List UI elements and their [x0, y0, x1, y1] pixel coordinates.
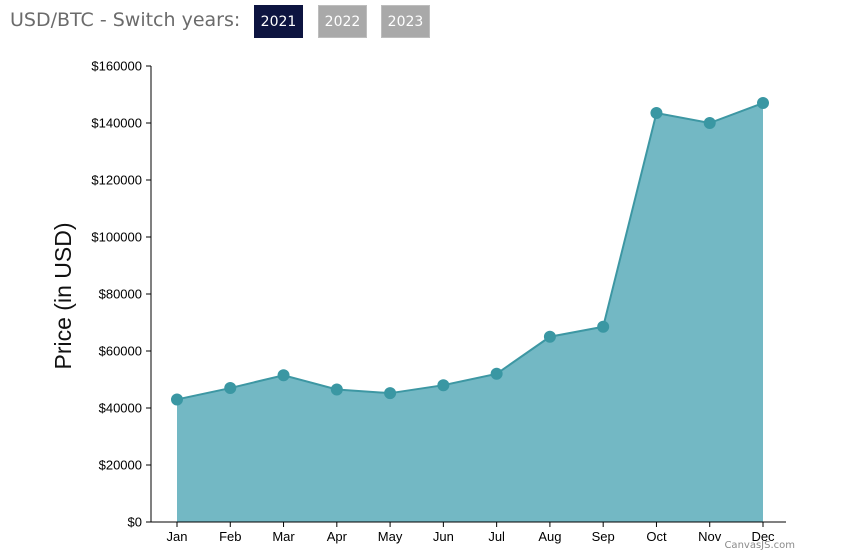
data-point	[490, 367, 503, 380]
switch-years-label: USD/BTC - Switch years:	[10, 9, 241, 31]
x-tick-label: May	[378, 529, 403, 544]
year-button-2023[interactable]: 2023	[381, 5, 430, 38]
data-point	[171, 393, 183, 406]
data-point	[543, 330, 556, 343]
data-point	[224, 382, 237, 395]
y-tick-label: $40000	[99, 401, 142, 416]
data-point	[437, 379, 450, 392]
y-tick-label: $80000	[99, 287, 142, 302]
y-tick-label: $100000	[91, 230, 142, 245]
canvasjs-credit[interactable]: CanvasJS.com	[724, 540, 795, 551]
x-tick-label: Aug	[538, 529, 561, 544]
year-switch-bar: USD/BTC - Switch years: 2021 2022 2023	[0, 0, 842, 44]
area-fill	[177, 103, 763, 523]
data-point	[384, 387, 397, 400]
x-tick-label: Jan	[167, 529, 188, 544]
y-axis-title: Price (in USD)	[50, 223, 76, 370]
x-tick-label: Oct	[646, 529, 667, 544]
x-tick-label: Apr	[327, 529, 348, 544]
x-tick-label: Dec	[751, 529, 775, 544]
series-line	[176, 102, 764, 401]
data-point	[277, 369, 290, 382]
data-point	[330, 383, 343, 396]
year-button-2021[interactable]: 2021	[254, 5, 303, 38]
x-tick-label: Jul	[488, 529, 505, 544]
y-tick-label: $60000	[99, 344, 142, 359]
year-button-2022[interactable]: 2022	[318, 5, 367, 38]
y-tick-label: $140000	[91, 116, 142, 131]
price-area-chart: $0 $20000 $40000 $60000 $80000 $100000 $120000…	[50, 59, 786, 544]
x-tick-label: Nov	[698, 529, 722, 544]
data-point	[757, 97, 769, 110]
y-tick-label: $20000	[99, 458, 142, 473]
x-tick-label: Jun	[433, 529, 454, 544]
x-tick-label: Mar	[272, 529, 295, 544]
x-tick-label: Feb	[219, 529, 241, 544]
x-tick-label: Sep	[592, 529, 615, 544]
data-point	[703, 117, 716, 129]
data-point	[650, 107, 663, 120]
y-tick-label: $160000	[91, 59, 142, 74]
y-tick-label: $120000	[91, 173, 142, 188]
y-tick-label: $0	[128, 515, 142, 530]
data-point	[597, 320, 610, 333]
